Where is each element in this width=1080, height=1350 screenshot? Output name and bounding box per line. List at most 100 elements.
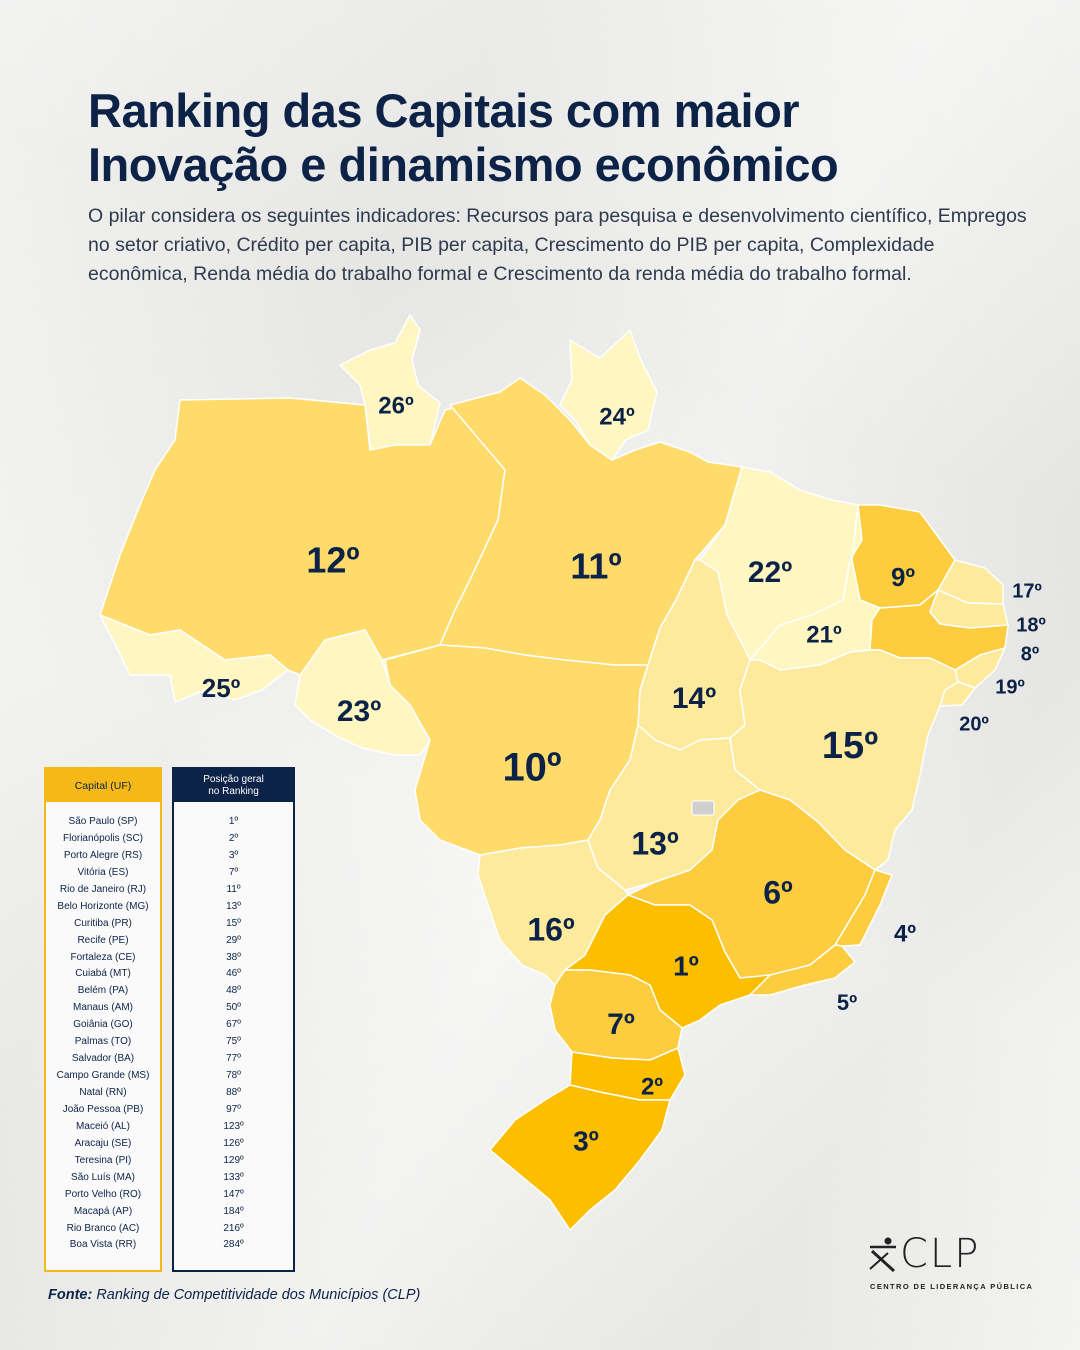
source-label: Fonte: (48, 1287, 93, 1303)
legend-position-1: 1º (228, 816, 239, 827)
brazil-map: 26º 24º 12º 11º 22º 9º 21º 17º 18º 8º 19º 20º 25º 23º… (99, 314, 1046, 1231)
legend-capital-15: Salvador (BA) (71, 1053, 135, 1065)
rank-label-se: 20º (959, 713, 989, 735)
legend-capital-4: Vitória (ES) (77, 866, 129, 878)
legend-position-14: 75º (226, 1036, 241, 1048)
legend-position-25: 216º (223, 1222, 244, 1234)
legend-capital-3: Porto Alegre (RS) (63, 849, 143, 861)
legend-position-4: 7º (228, 866, 239, 878)
legend-position-5: 11º (226, 883, 241, 895)
rank-label-pb: 18º (1016, 614, 1046, 636)
legend-position-18: 97º (226, 1103, 241, 1115)
clp-logo-subtitle: CENTRO DE LIDERANÇA PÚBLICA (870, 1282, 1034, 1291)
rank-label-am: 12º (306, 540, 359, 581)
legend-capital-19: Maceió (AL) (76, 1120, 130, 1132)
legend-capital-12: Manaus (AM) (72, 1002, 133, 1014)
legend-capital-21: Teresina (PI) (74, 1154, 132, 1166)
rank-label-ba: 15º (822, 725, 878, 767)
legend-capital-11: Belém (PA) (77, 985, 129, 997)
legend-capital-25: Rio Branco (AC) (66, 1222, 140, 1234)
clp-figure-icon (869, 1237, 896, 1273)
legend-position-header-line-1: Posição geral (203, 773, 264, 785)
rank-label-rj: 5º (837, 990, 857, 1015)
legend-capital-13: Goiânia (GO) (73, 1019, 133, 1031)
legend-position-26: 284º (223, 1239, 244, 1251)
legend-capital-2: Florianópolis (SC) (62, 832, 144, 844)
legend-capital-16: Campo Grande (MS) (56, 1070, 150, 1082)
legend-position-list: 1º 2º 3º 7º 11º 13º 15º 29º 38º 46º 48º 50º 67º 75º 77… (174, 802, 293, 1254)
legend-capital-9: Fortaleza (CE) (70, 951, 136, 963)
legend-position-20: 126º (223, 1137, 244, 1149)
source-note: Fonte: Ranking de Competitividade dos Mu… (48, 1287, 420, 1303)
legend-position-21: 129º (223, 1154, 244, 1166)
rank-label-mt: 10º (502, 746, 561, 790)
rank-label-es: 4º (894, 920, 916, 947)
legend-position-10: 46º (226, 968, 241, 980)
legend-position-13: 67º (226, 1019, 241, 1031)
legend-position-3: 3º (228, 849, 239, 861)
state-rs (489, 1084, 671, 1231)
rank-label-ms: 16º (527, 911, 575, 947)
legend-capital-column: Capital (UF) São Paulo (SP) Florianópolis… (44, 767, 162, 1272)
legend-position-6: 13º (226, 900, 241, 912)
legend-position-header-line-2: no Ranking (208, 785, 259, 797)
rank-label-rs: 3º (573, 1125, 599, 1156)
title-line-2: Inovação e dinamismo econômico (88, 138, 839, 191)
legend-capital-1: São Paulo (SP) (68, 816, 138, 827)
clp-logo-name: CLP (900, 1231, 981, 1277)
legend-capital-list: São Paulo (SP) Florianópolis (SC) Porto Al… (46, 802, 160, 1254)
legend-capital-26: Boa Vista (RR) (69, 1239, 137, 1251)
legend-capital-20: Aracaju (SE) (74, 1137, 132, 1149)
rank-label-rr: 26º (378, 392, 414, 419)
rank-label-go: 13º (631, 825, 679, 861)
legend-capital-23: Porto Velho (RO) (64, 1188, 142, 1200)
rank-label-ma: 22º (748, 556, 792, 589)
state-ac (99, 614, 289, 703)
rank-label-ac: 25º (202, 673, 241, 703)
description: O pilar considera os seguintes indicador… (88, 205, 1027, 285)
legend-position-header: Posição geral no Ranking (174, 769, 293, 802)
legend-position-8: 29º (226, 934, 241, 946)
legend-capital-14: Palmas (TO) (74, 1036, 132, 1048)
title-line-1: Ranking das Capitais com maior (88, 84, 800, 137)
legend-position-24: 184º (223, 1205, 244, 1217)
rank-label-sc: 2º (641, 1073, 663, 1100)
rank-label-sp: 1º (673, 950, 699, 981)
legend-capital-6: Belo Horizonte (MG) (57, 900, 149, 912)
legend-capital-17: Natal (RN) (79, 1087, 127, 1098)
rank-label-ap: 24º (599, 403, 635, 430)
legend-position-15: 77º (226, 1053, 241, 1065)
rank-label-pa: 11º (570, 546, 621, 587)
legend-position-12: 50º (226, 1002, 241, 1014)
legend-position-23: 147º (223, 1188, 244, 1200)
rank-label-mg: 6º (763, 874, 793, 910)
source-text: Ranking de Competitividade dos Município… (92, 1287, 421, 1303)
clp-logo: CLP CENTRO DE LIDERANÇA PÚBLICA (866, 1231, 1036, 1297)
state-df (691, 800, 715, 816)
legend-capital-5: Rio de Janeiro (RJ) (59, 883, 147, 895)
rank-label-ro: 23º (337, 695, 381, 728)
legend-position-9: 38º (226, 951, 241, 963)
legend-capital-8: Recife (PE) (77, 934, 129, 946)
state-rj (749, 944, 856, 996)
legend-position-7: 15º (226, 917, 241, 929)
legend-position-19: 123º (223, 1120, 244, 1132)
state-ro (294, 629, 431, 756)
rank-label-rn: 17º (1012, 580, 1042, 602)
legend-capital-22: São Luís (MA) (71, 1171, 135, 1183)
legend-position-17: 88º (226, 1087, 241, 1098)
legend-capital-24: Macapá (AP) (73, 1205, 133, 1217)
legend-position-column: Posição geral no Ranking 1º 2º 3º 7º 11º 13º 1… (172, 767, 295, 1272)
legend-position-2: 2º (228, 832, 239, 844)
legend-capital-10: Cuiabá (MT) (75, 968, 131, 980)
rank-label-pi: 21º (806, 621, 842, 648)
legend-position-16: 78º (226, 1070, 241, 1082)
state-labels: 26º 24º 12º 11º 22º 9º 21º 17º 18º 8º 19º 20º 25º 23º… (202, 392, 1046, 1156)
rank-label-ce: 9º (891, 562, 915, 592)
rank-label-to: 14º (672, 682, 716, 715)
rank-label-pe: 8º (1021, 643, 1039, 665)
legend-capital-header: Capital (UF) (46, 769, 160, 802)
rank-label-pr: 7º (607, 1008, 635, 1041)
page-title: Ranking das Capitais com maior Inovação … (88, 84, 1028, 192)
state-shapes (99, 314, 1009, 1231)
